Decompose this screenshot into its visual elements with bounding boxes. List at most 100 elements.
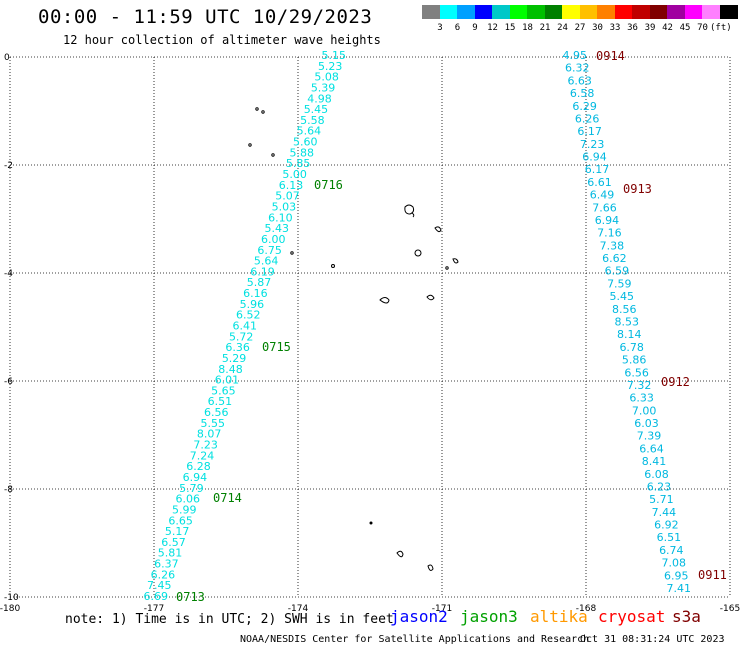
island (248, 143, 252, 147)
wave-height-label: 6.59 (605, 265, 630, 278)
wave-height-label: 5.87 (247, 276, 272, 289)
wave-height-label: 7.23 (580, 138, 605, 151)
wave-height-label: 5.17 (165, 525, 190, 538)
legend-swatch (597, 5, 615, 19)
legend-swatch (457, 5, 475, 19)
wave-height-label: 5.15 (322, 49, 347, 62)
wave-height-label: 5.88 (289, 146, 314, 159)
y-tick-label: -10 (4, 593, 19, 603)
y-tick-label: 0 (4, 53, 10, 63)
wave-height-label: 6.94 (595, 214, 620, 227)
legend-swatch (632, 5, 650, 19)
legend-swatch (474, 5, 493, 19)
wave-height-label: 6.64 (639, 442, 664, 455)
wave-height-label: 6.52 (236, 309, 261, 322)
legend-label: 15 (504, 23, 516, 33)
x-tick-label: -165 (720, 604, 740, 614)
island (271, 153, 275, 157)
island (411, 212, 415, 218)
legend-label: 24 (557, 23, 568, 33)
wave-height-label: 6.92 (654, 519, 679, 532)
wave-height-label: 6.19 (250, 265, 275, 278)
legend-swatch (702, 5, 720, 19)
wave-height-label: 5.64 (254, 255, 279, 268)
island (434, 226, 442, 233)
island (369, 521, 373, 525)
wave-height-label: 5.58 (300, 114, 325, 127)
legend-swatch (649, 5, 668, 19)
wave-height-tracks: 5.155.235.085.394.985.455.585.645.605.88… (144, 49, 692, 603)
wave-height-label: 5.81 (158, 547, 183, 560)
legend-label: 45 (679, 23, 691, 33)
wave-height-label: 8.14 (617, 328, 642, 341)
wave-height-label: 7.23 (193, 439, 218, 452)
wave-height-label: 5.96 (240, 298, 265, 311)
satellite-label: jason3 (460, 607, 518, 626)
grid-lines (9, 56, 731, 598)
wave-height-label: 6.41 (233, 320, 258, 333)
time-label: 0715 (262, 340, 291, 354)
wave-height-label: 6.16 (243, 287, 268, 300)
island (445, 266, 449, 270)
wave-height-label: 6.23 (647, 480, 672, 493)
axis-ticks: -180 -177 -174 -171 -168 -165 0 -2 -4 -6 -8 -10 (0, 53, 740, 614)
legend-swatch (562, 5, 580, 19)
legend-label: 6 (454, 23, 461, 33)
wave-height-label: 6.06 (176, 493, 201, 506)
wave-height-label: 6.78 (619, 341, 644, 354)
wave-height-label: 7.59 (607, 277, 632, 290)
legend-swatch (492, 5, 510, 19)
wave-height-label: 7.32 (627, 379, 652, 392)
legend-label: 21 (539, 23, 551, 33)
legend-swatch (439, 5, 458, 19)
legend-label: 12 (487, 23, 498, 33)
wave-height-label: 8.56 (612, 303, 637, 316)
y-tick-label: -4 (4, 269, 13, 279)
x-tick-label: -168 (576, 604, 597, 614)
wave-height-label: 7.08 (662, 557, 687, 570)
island (396, 550, 404, 558)
time-label: 0911 (698, 568, 727, 582)
wave-height-label: 8.41 (642, 455, 667, 468)
wave-height-label: 7.44 (652, 506, 677, 519)
legend-label: 70 (697, 23, 708, 33)
wave-height-label: 6.63 (567, 74, 592, 87)
satellite-label: s3a (672, 607, 701, 626)
wave-height-label: 5.03 (272, 200, 297, 213)
wave-height-label: 6.08 (644, 468, 669, 481)
legend-label: 39 (644, 23, 656, 33)
wave-height-label: 6.03 (634, 417, 659, 430)
legend-swatch (684, 5, 703, 19)
wave-height-label: 6.10 (268, 211, 293, 224)
wave-height-label: 7.38 (600, 239, 625, 252)
wave-height-label: 5.79 (179, 482, 204, 495)
wave-height-label: 6.57 (161, 536, 186, 549)
wave-height-label: 6.26 (575, 112, 600, 125)
legend-label: 30 (592, 23, 603, 33)
wave-height-label: 6.58 (570, 87, 595, 100)
wave-height-label: 6.61 (587, 176, 612, 189)
wave-height-label: 5.39 (311, 81, 336, 94)
map-subtitle: 12 hour collection of altimeter wave hei… (63, 33, 381, 47)
island (426, 294, 435, 301)
wave-height-label: 5.86 (622, 354, 647, 367)
wave-height-label: 6.37 (154, 558, 179, 571)
satellite-label: altika (530, 607, 588, 626)
legend-swatch (509, 5, 528, 19)
wave-height-label: 5.45 (304, 103, 329, 116)
legend-label: 42 (662, 23, 673, 33)
legend-label: (ft) (710, 23, 732, 33)
wave-height-label: 6.65 (168, 514, 193, 527)
wave-height-label: 6.33 (629, 392, 654, 405)
wave-height-label: 6.62 (602, 252, 627, 265)
wave-height-label: 5.23 (318, 60, 343, 73)
wave-height-label: 6.17 (577, 125, 602, 138)
x-tick-label: -177 (144, 604, 164, 614)
wave-height-label: 6.95 (664, 569, 689, 582)
x-tick-label: -174 (288, 604, 309, 614)
wave-height-label: 7.24 (190, 449, 215, 462)
wave-height-label: 6.36 (225, 341, 250, 354)
islands (248, 107, 459, 571)
legend-label: 18 (522, 23, 533, 33)
